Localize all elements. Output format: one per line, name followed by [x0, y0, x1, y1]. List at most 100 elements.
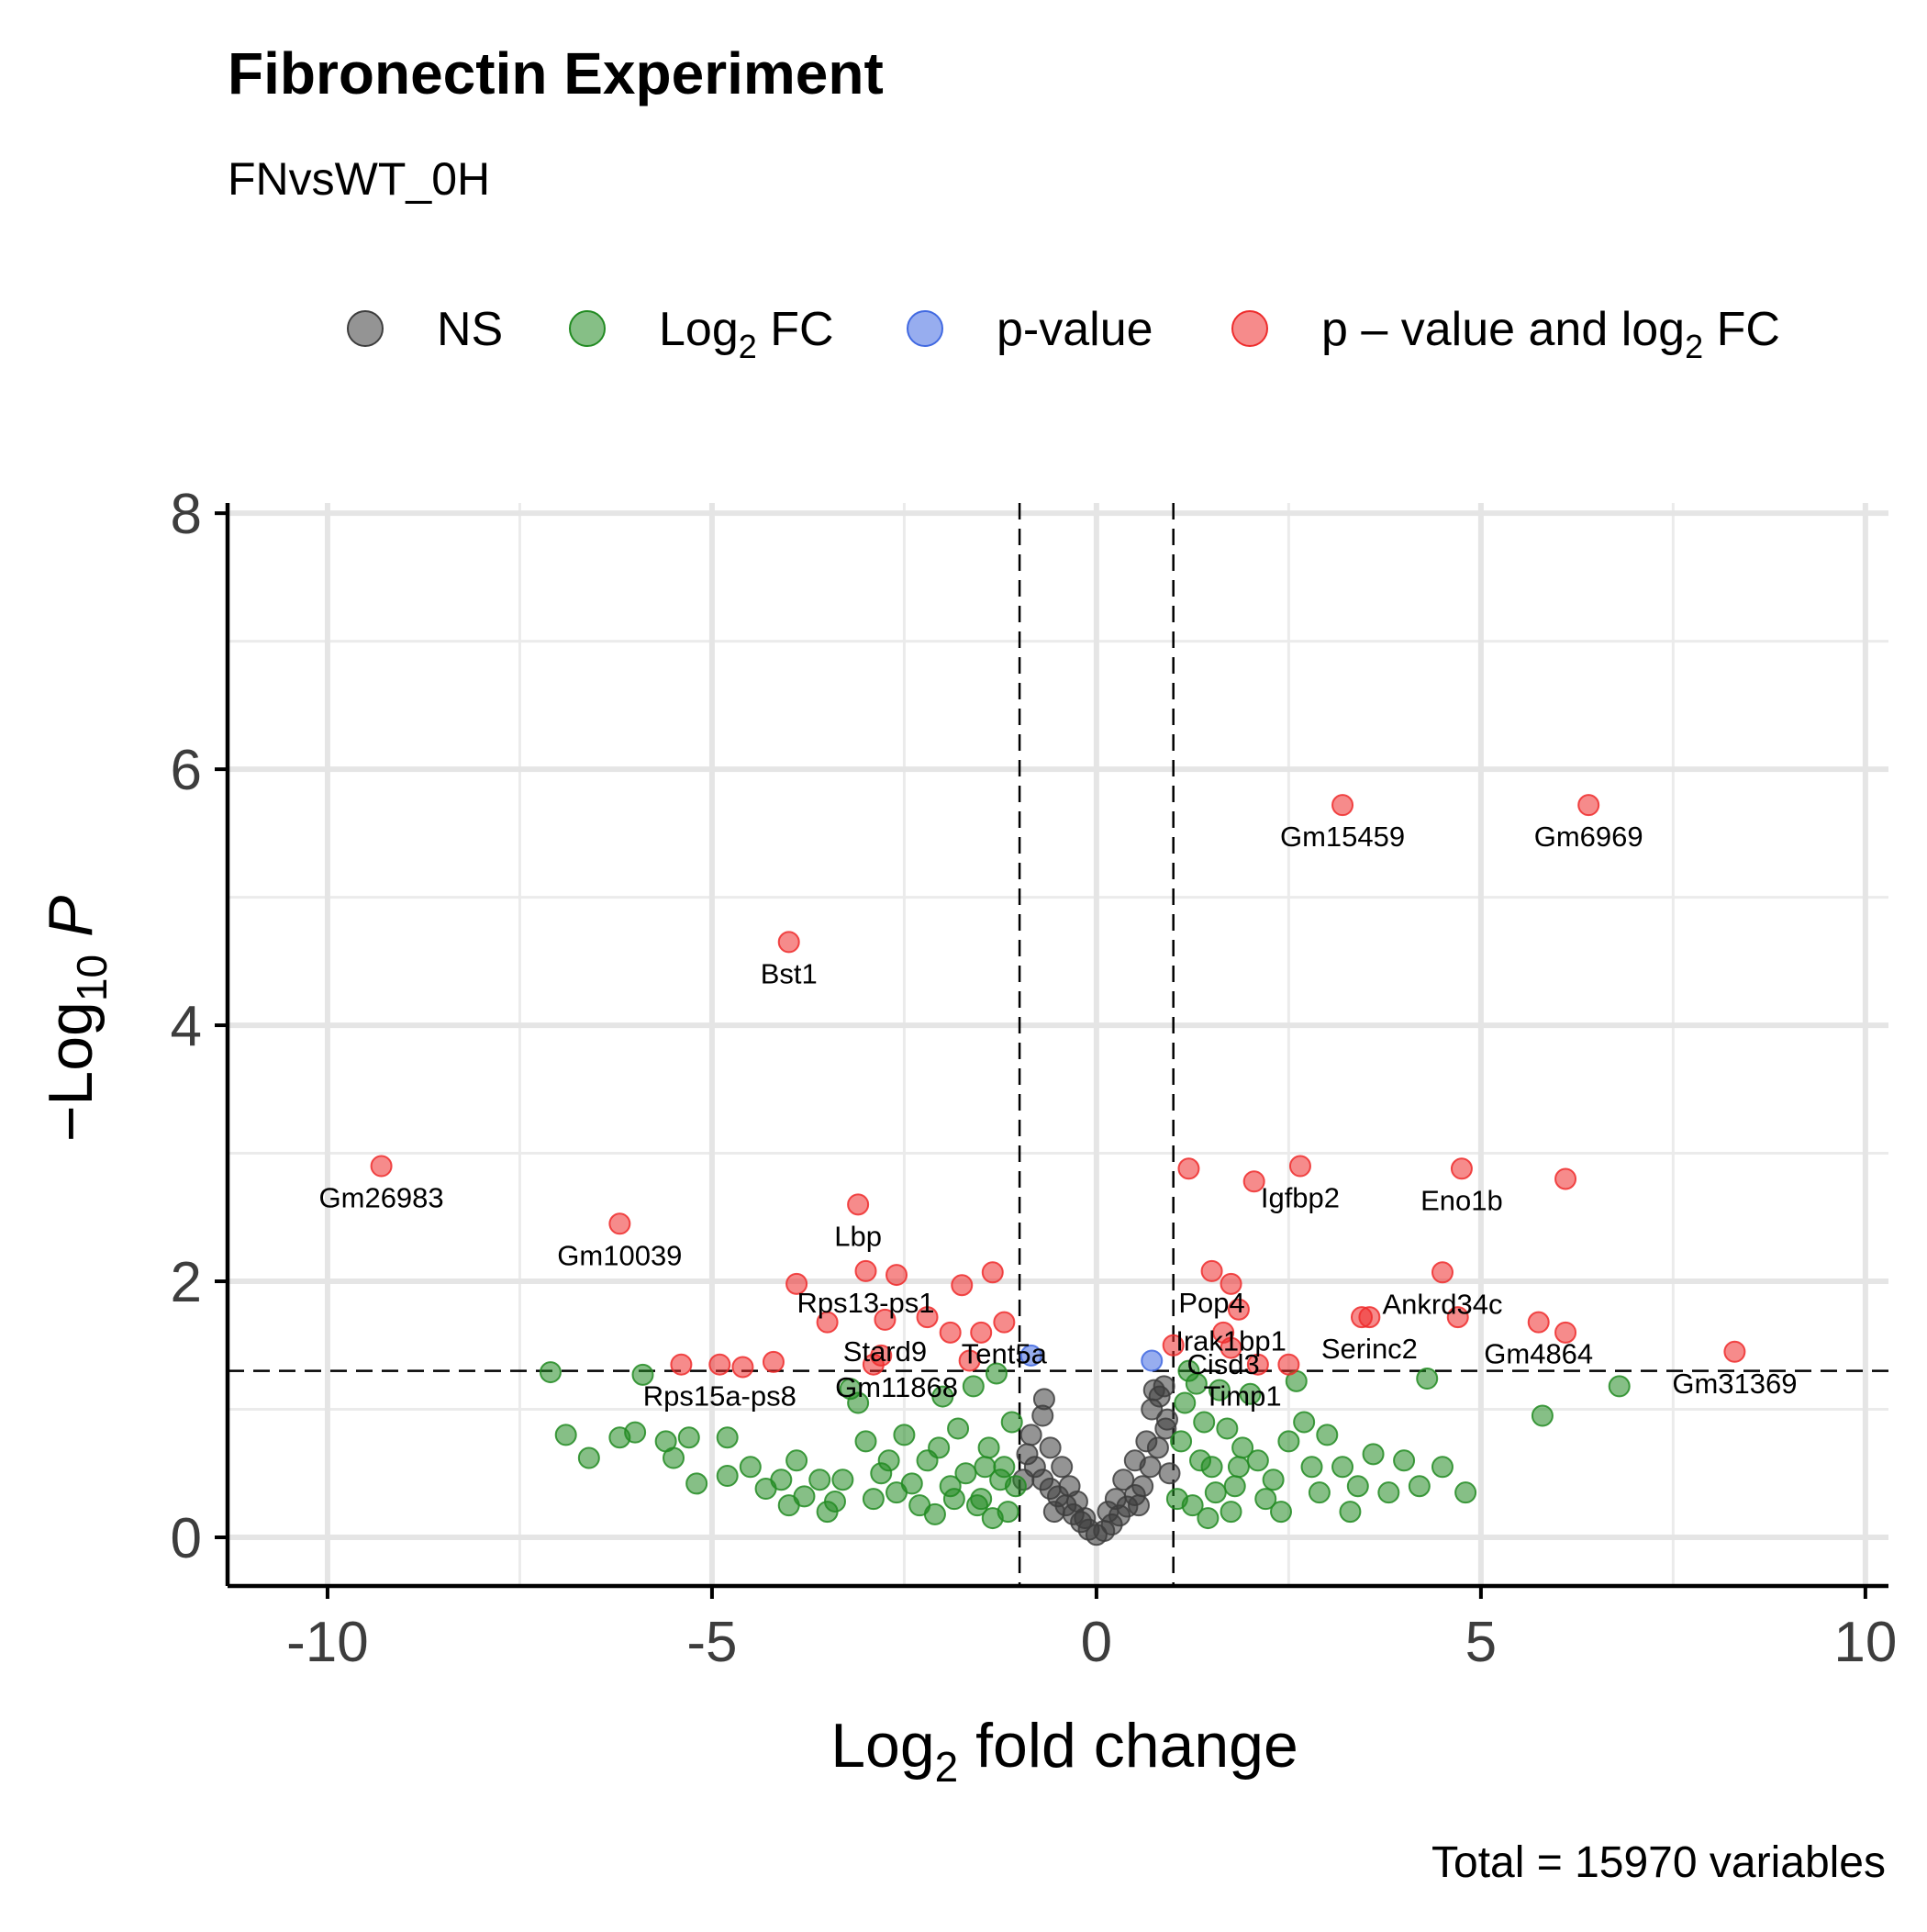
- data-point: [847, 1391, 870, 1414]
- y-tick-label: 6: [171, 739, 202, 802]
- data-point: [954, 1462, 977, 1485]
- cutoff-lines: [228, 503, 1888, 1586]
- data-point: [716, 1465, 739, 1488]
- gene-labels: Gm15459 Gm6969 Bst1 Gm26983 Gm10039 Lbp Igfbp2…: [319, 821, 1798, 1413]
- gene-label: Gm31369: [1672, 1368, 1797, 1400]
- x-tick-label: -10: [286, 1611, 369, 1674]
- data-point: [739, 1456, 762, 1479]
- data-point: [1000, 1411, 1023, 1434]
- data-point: [785, 1272, 808, 1295]
- data-point: [1142, 1379, 1165, 1402]
- data-point: [1270, 1501, 1293, 1524]
- gene-label: Eno1b: [1420, 1184, 1503, 1216]
- chart-caption: Total = 15970 variables: [1431, 1838, 1886, 1887]
- data-point: [1200, 1259, 1223, 1282]
- legend-item: NS: [347, 303, 503, 356]
- data-point: [624, 1421, 647, 1444]
- data-point: [854, 1430, 877, 1453]
- data-points: [370, 794, 1746, 1547]
- data-point: [1358, 1306, 1381, 1329]
- data-point: [1277, 1430, 1300, 1453]
- gene-label: Gm4864: [1484, 1338, 1593, 1370]
- data-point: [1220, 1501, 1242, 1524]
- legend-marker: [347, 310, 384, 347]
- data-point: [1246, 1449, 1269, 1472]
- legend-marker: [569, 310, 606, 347]
- gene-label: Tent5a: [962, 1338, 1048, 1370]
- data-point: [1051, 1456, 1074, 1479]
- data-point: [989, 1469, 1012, 1491]
- data-point: [731, 1356, 754, 1379]
- data-point: [981, 1261, 1004, 1284]
- data-point: [1339, 1501, 1362, 1524]
- data-point: [1408, 1475, 1431, 1498]
- data-point: [1246, 1353, 1269, 1376]
- data-point: [1181, 1494, 1204, 1517]
- data-point: [1431, 1456, 1454, 1479]
- data-point: [1393, 1449, 1416, 1472]
- data-point: [539, 1361, 562, 1384]
- data-point: [1450, 1157, 1473, 1180]
- legend-marker: [907, 310, 943, 347]
- y-axis-title-italic: P: [36, 896, 106, 955]
- data-point: [916, 1306, 939, 1329]
- data-point: [777, 1494, 800, 1517]
- chart-title: Fibronectin Experiment: [228, 40, 884, 106]
- gene-label: Pop4: [1178, 1287, 1244, 1319]
- gene-label: Gm26983: [319, 1182, 444, 1214]
- data-point: [577, 1446, 600, 1469]
- data-point: [1127, 1494, 1150, 1517]
- data-point: [966, 1494, 989, 1517]
- data-point: [1162, 1334, 1185, 1357]
- data-point: [1042, 1501, 1065, 1524]
- data-point: [1531, 1404, 1554, 1427]
- data-point: [958, 1349, 981, 1372]
- data-point: [1554, 1167, 1577, 1190]
- data-point: [939, 1321, 962, 1344]
- data-point: [1316, 1424, 1339, 1446]
- data-point: [1220, 1272, 1242, 1295]
- data-point: [1223, 1475, 1246, 1498]
- data-point: [1723, 1340, 1746, 1363]
- data-point: [1185, 1372, 1208, 1395]
- data-point: [370, 1155, 393, 1178]
- legend-marker: [1231, 310, 1268, 347]
- data-point: [1039, 1436, 1062, 1459]
- data-point: [1097, 1501, 1119, 1524]
- data-point: [770, 1469, 793, 1491]
- data-point: [847, 1193, 870, 1216]
- gene-label: Gm11868: [835, 1371, 958, 1403]
- gene-label: Gm6969: [1534, 821, 1643, 853]
- gene-label: Rps13-ps1: [797, 1287, 935, 1319]
- data-point: [981, 1507, 1004, 1530]
- data-point: [1032, 1388, 1055, 1411]
- data-point: [1112, 1469, 1135, 1491]
- data-point: [1293, 1411, 1316, 1434]
- data-point: [1577, 794, 1600, 817]
- data-point: [928, 1436, 951, 1459]
- x-tick-label: 10: [1833, 1611, 1897, 1674]
- data-point: [1527, 1311, 1550, 1334]
- gene-label: Ankrd34c: [1382, 1288, 1502, 1320]
- data-point: [1174, 1391, 1197, 1414]
- data-point: [970, 1321, 993, 1344]
- x-axis-title-rest: fold change: [958, 1711, 1298, 1781]
- data-point: [716, 1426, 739, 1449]
- data-point: [1074, 1507, 1097, 1530]
- gene-label: Timp1: [1204, 1380, 1282, 1413]
- data-point: [1331, 1456, 1354, 1479]
- data-point: [831, 1469, 854, 1491]
- gene-label: Serinc2: [1321, 1333, 1418, 1365]
- gene-label: Gm15459: [1280, 821, 1405, 853]
- data-point: [931, 1385, 954, 1408]
- data-point: [1155, 1408, 1178, 1431]
- data-point: [777, 931, 800, 954]
- data-point: [1277, 1353, 1300, 1376]
- data-point: [977, 1436, 1000, 1459]
- data-point: [951, 1274, 974, 1297]
- data-point: [1454, 1481, 1477, 1504]
- data-point: [1262, 1469, 1285, 1491]
- data-point: [1227, 1456, 1250, 1479]
- gene-label: Irak1bp1: [1175, 1325, 1287, 1357]
- data-point: [1019, 1344, 1042, 1367]
